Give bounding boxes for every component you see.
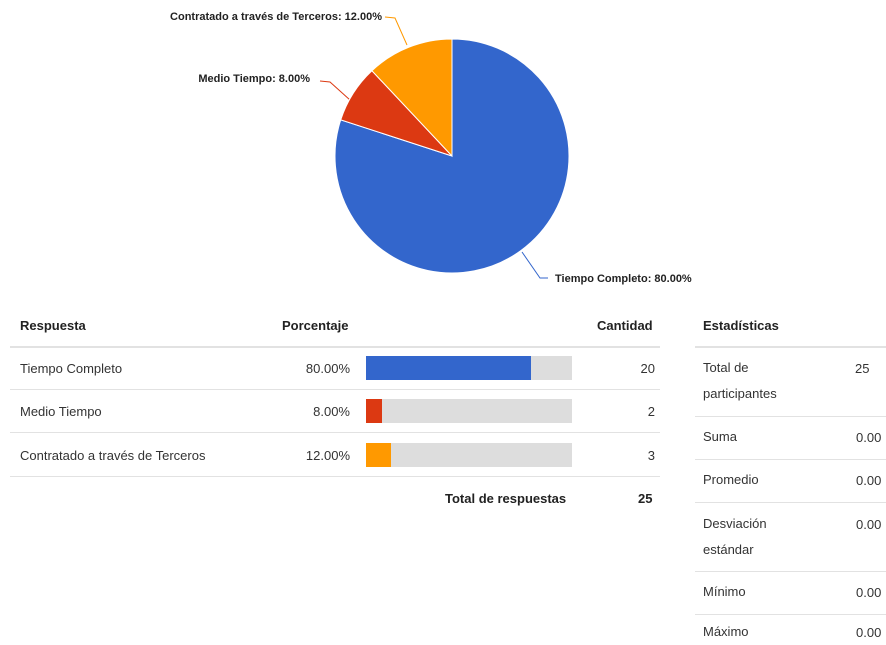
divider	[10, 346, 660, 348]
header: Respuesta	[20, 318, 86, 333]
stat-name: Mínimo	[703, 584, 746, 599]
stat-name: Promedio	[703, 472, 759, 487]
divider	[695, 571, 886, 572]
bar	[366, 443, 391, 467]
stat-value: 0.00	[856, 517, 882, 532]
total: 25	[638, 491, 653, 506]
stat-name: Total de participantes	[703, 360, 777, 401]
percent: 8.00%	[313, 404, 350, 419]
answer: Contratado a través de Terceros	[20, 448, 206, 463]
stat-name: Máximo	[703, 624, 749, 639]
header: Porcentaje	[282, 318, 349, 333]
divider	[695, 346, 886, 348]
leader-line	[319, 80, 351, 101]
bar-track	[366, 399, 572, 423]
stat-value: 0.00	[856, 430, 882, 445]
divider	[695, 502, 886, 503]
leader-line	[384, 16, 408, 46]
leader-line	[521, 251, 548, 279]
answer: Tiempo Completo	[20, 361, 123, 376]
bar-track	[366, 443, 572, 467]
bar	[366, 356, 531, 380]
divider	[695, 459, 886, 460]
percent: 12.00%	[305, 448, 350, 463]
header: Cantidad	[597, 318, 653, 333]
percent: 80.00%	[305, 361, 350, 376]
stats-title: Estadísticas	[703, 318, 779, 333]
stat-name: Suma	[703, 429, 737, 444]
divider	[10, 432, 660, 433]
divider	[10, 389, 660, 390]
pie-chart: Tiempo Completo: 80.00% Medio Tiempo: 8.0…	[170, 11, 692, 285]
count: 20	[640, 361, 655, 376]
divider	[10, 476, 660, 477]
divider	[695, 614, 886, 615]
slice-label: Medio Tiempo: 8.00%	[198, 73, 310, 85]
total-label: Total de respuestas	[445, 491, 567, 506]
stat-name: Desviación estándar	[703, 516, 767, 557]
answer: Medio Tiempo	[20, 404, 102, 419]
pie-slice	[371, 38, 453, 158]
stat-value: 0.00	[856, 625, 882, 640]
pie-slice	[334, 38, 570, 274]
divider	[695, 416, 886, 417]
count: 3	[647, 448, 655, 463]
stat-value: 0.00	[856, 585, 882, 600]
stat-value: 25	[855, 361, 870, 376]
count: 2	[647, 404, 655, 419]
slice-label: Contratado a través de Terceros: 12.00%	[170, 11, 382, 23]
bar	[366, 399, 383, 423]
slice-label: Tiempo Completo: 80.00%	[555, 273, 692, 285]
stat-value: 0.00	[856, 473, 882, 488]
